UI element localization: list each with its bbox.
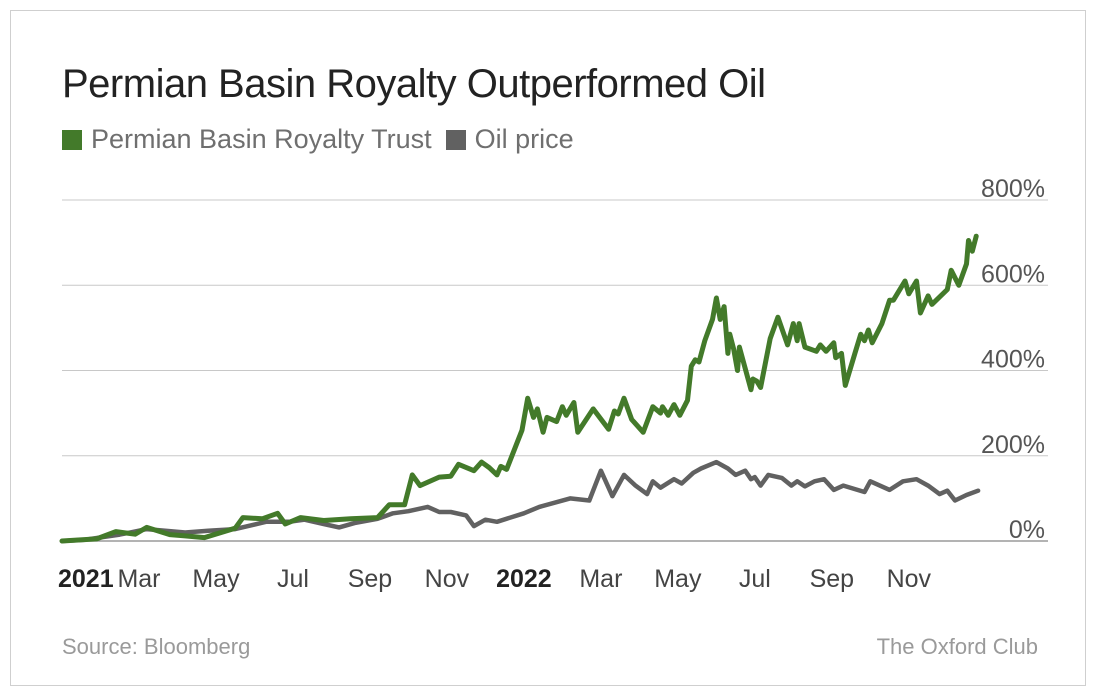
series-lines: [59, 233, 981, 544]
x-tick-label: Sep: [810, 565, 854, 593]
y-tick-label: 800%: [981, 175, 1045, 203]
series-line-oil: [59, 459, 981, 544]
gridlines: [62, 199, 1048, 542]
x-tick-label: Mar: [579, 565, 622, 593]
x-tick-label: Nov: [887, 565, 932, 593]
y-tick-label: 0%: [1009, 516, 1045, 544]
legend-item-permian: Permian Basin Royalty Trust: [62, 124, 432, 155]
x-tick-label: Mar: [117, 565, 160, 593]
x-axis-ticks: 2021 Mar May Jul Sep Nov 2022 Mar May Jul Sep Nov: [58, 565, 932, 593]
chart-frame: [10, 10, 1086, 686]
x-tick-label: Jul: [277, 565, 309, 593]
x-tick-label: 2022: [496, 565, 552, 593]
y-tick-label: 200%: [981, 431, 1045, 459]
legend-swatch-permian: [62, 129, 82, 150]
source-note: Source: Bloomberg: [62, 634, 251, 659]
legend-label-permian: Permian Basin Royalty Trust: [91, 124, 432, 154]
x-tick-label: 2021: [58, 565, 114, 593]
legend: Permian Basin Royalty Trust Oil price: [62, 124, 588, 155]
x-tick-label: Nov: [425, 565, 470, 593]
chart-title: Permian Basin Royalty Outperformed Oil: [62, 62, 766, 106]
x-tick-label: Jul: [739, 565, 771, 593]
x-tick-label: May: [192, 565, 240, 593]
y-tick-label: 400%: [981, 346, 1045, 374]
y-tick-label: 600%: [981, 260, 1045, 288]
y-axis-ticks: 0% 200% 400% 600% 800%: [981, 175, 1045, 544]
legend-label-oil: Oil price: [474, 124, 574, 154]
credit-note: The Oxford Club: [876, 634, 1038, 659]
x-tick-label: Sep: [348, 565, 392, 593]
legend-swatch-oil: [445, 129, 466, 150]
legend-item-oil: Oil price: [445, 124, 574, 155]
x-tick-label: May: [654, 565, 702, 593]
series-line-permian: [59, 233, 979, 544]
